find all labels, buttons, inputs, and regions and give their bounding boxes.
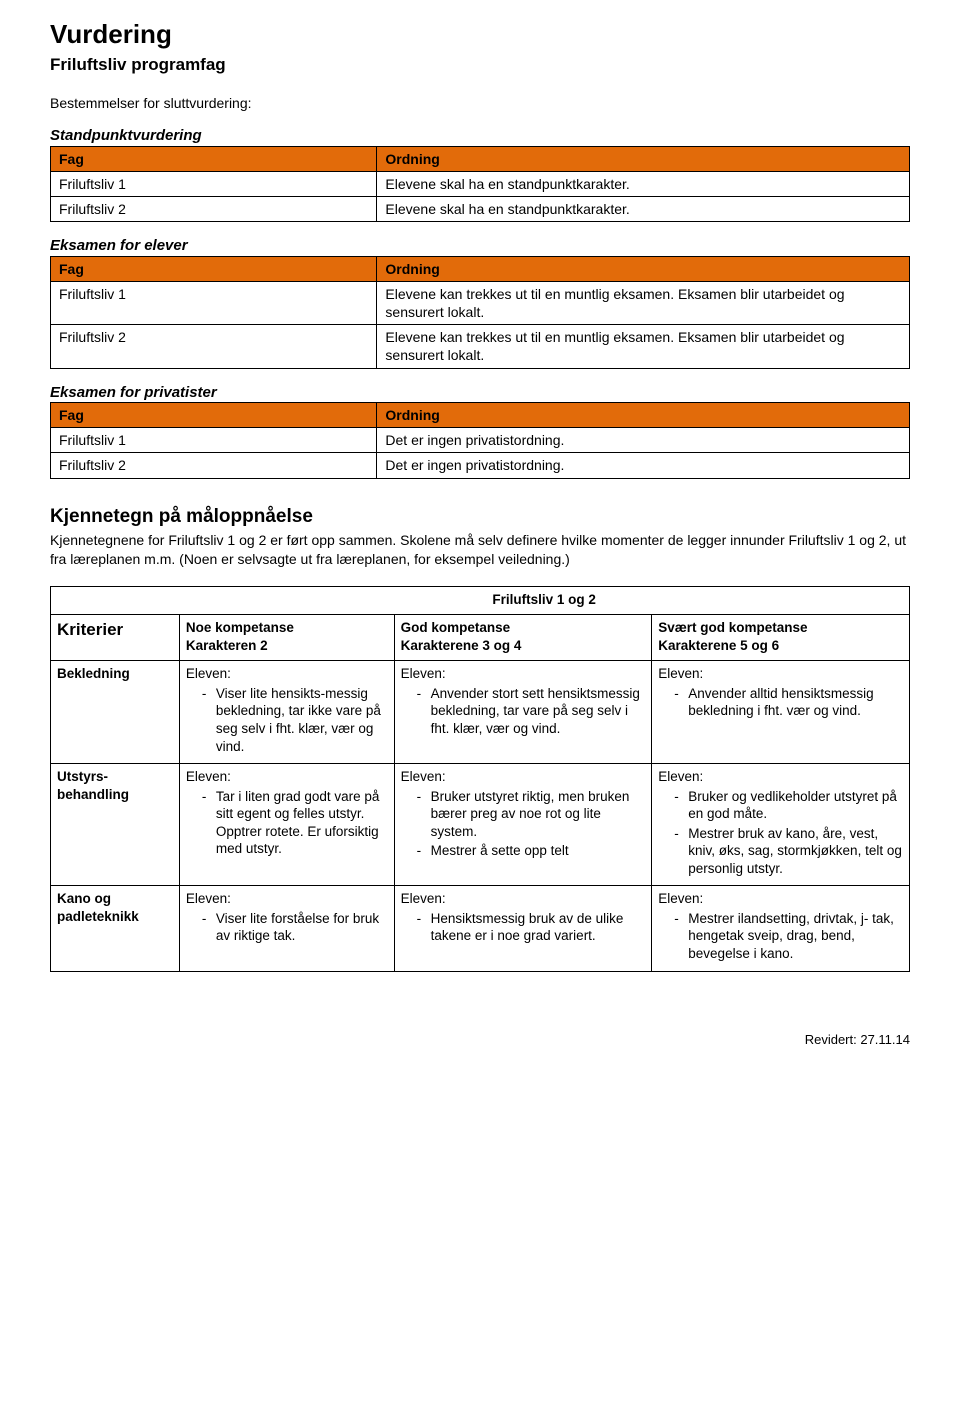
cell-svaert: Eleven: Mestrer ilandsetting, drivtak, j…: [652, 886, 910, 971]
table-row: Friluftsliv 1 Elevene kan trekkes ut til…: [51, 281, 910, 324]
cell-noe: Eleven: Viser lite forståelse for bruk a…: [179, 886, 394, 971]
cell-god: Eleven: Hensiktsmessig bruk av de ulike …: [394, 886, 652, 971]
th-fag: Fag: [51, 403, 377, 428]
row-label: Kano og padleteknikk: [51, 886, 180, 971]
cell-ordning: Elevene skal ha en standpunktkarakter.: [377, 196, 910, 221]
intro-text: Bestemmelser for sluttvurdering:: [50, 94, 910, 112]
privatister-heading: Eksamen for privatister: [50, 383, 910, 403]
list-item: Anvender alltid hensiktsmessig beklednin…: [658, 685, 903, 720]
lead: Eleven:: [658, 666, 703, 681]
th-ordning: Ordning: [377, 256, 910, 281]
privatister-table: Fag Ordning Friluftsliv 1 Det er ingen p…: [50, 402, 910, 479]
cell-svaert: Eleven: Anvender alltid hensiktsmessig b…: [652, 661, 910, 764]
list-item: Viser lite hensikts-messig bekledning, t…: [186, 685, 388, 755]
standpunkt-table: Fag Ordning Friluftsliv 1 Elevene skal h…: [50, 146, 910, 223]
kriterier-label: Kriterier: [57, 620, 123, 639]
elever-table: Fag Ordning Friluftsliv 1 Elevene kan tr…: [50, 256, 910, 369]
cell-ordning: Det er ingen privatistordning.: [377, 428, 910, 453]
cell-fag: Friluftsliv 1: [51, 428, 377, 453]
table-row: Kano og padleteknikk Eleven: Viser lite …: [51, 886, 910, 971]
table-row: Friluftsliv 2 Elevene skal ha en standpu…: [51, 196, 910, 221]
list-item: Tar i liten grad godt vare på sitt egent…: [186, 788, 388, 858]
rubric-table: Friluftsliv 1 og 2 Kriterier Noe kompeta…: [50, 586, 910, 972]
item-list: Bruker og vedlikeholder utstyret på en g…: [658, 788, 903, 878]
col-svaert-l1: Svært god kompetanse: [658, 620, 807, 635]
table-row: Friluftsliv 1 Elevene skal ha en standpu…: [51, 171, 910, 196]
item-list: Viser lite hensikts-messig bekledning, t…: [186, 685, 388, 755]
lead: Eleven:: [658, 891, 703, 906]
table-row: Utstyrs-behandling Eleven: Tar i liten g…: [51, 764, 910, 886]
cell-fag: Friluftsliv 2: [51, 325, 377, 368]
elever-heading: Eksamen for elever: [50, 236, 910, 256]
table-row: Bekledning Eleven: Viser lite hensikts-m…: [51, 661, 910, 764]
list-item: Bruker og vedlikeholder utstyret på en g…: [658, 788, 903, 823]
blank-cell: [51, 586, 180, 615]
item-list: Bruker utstyret riktig, men bruken bærer…: [401, 788, 646, 860]
cell-svaert: Eleven: Bruker og vedlikeholder utstyret…: [652, 764, 910, 886]
table-row: Friluftsliv 2 Elevene kan trekkes ut til…: [51, 325, 910, 368]
kjenn-body: Kjennetegnene for Friluftsliv 1 og 2 er …: [50, 531, 910, 567]
th-fag: Fag: [51, 256, 377, 281]
lead: Eleven:: [186, 891, 231, 906]
item-list: Mestrer ilandsetting, drivtak, j- tak, h…: [658, 910, 903, 963]
list-item: Bruker utstyret riktig, men bruken bærer…: [401, 788, 646, 841]
cell-god: Eleven: Bruker utstyret riktig, men bruk…: [394, 764, 652, 886]
col-noe: Noe kompetanse Karakteren 2: [179, 615, 394, 661]
cell-fag: Friluftsliv 2: [51, 196, 377, 221]
cell-ordning: Elevene kan trekkes ut til en muntlig ek…: [377, 281, 910, 324]
lead: Eleven:: [401, 666, 446, 681]
list-item: Viser lite forståelse for bruk av riktig…: [186, 910, 388, 945]
list-item: Anvender stort sett hensiktsmessig bekle…: [401, 685, 646, 738]
standpunkt-heading: Standpunktvurdering: [50, 126, 910, 146]
page-subtitle: Friluftsliv programfag: [50, 54, 910, 76]
th-ordning: Ordning: [377, 403, 910, 428]
col-god-l2: Karakterene 3 og 4: [401, 638, 522, 653]
item-list: Hensiktsmessig bruk av de ulike takene e…: [401, 910, 646, 945]
kjenn-title: Kjennetegn på måloppnåelse: [50, 505, 910, 530]
cell-ordning: Elevene skal ha en standpunktkarakter.: [377, 171, 910, 196]
footer-revised: Revidert: 27.11.14: [50, 1032, 910, 1049]
lead: Eleven:: [658, 769, 703, 784]
item-list: Tar i liten grad godt vare på sitt egent…: [186, 788, 388, 858]
list-item: Mestrer bruk av kano, åre, vest, kniv, ø…: [658, 825, 903, 878]
col-god: God kompetanse Karakterene 3 og 4: [394, 615, 652, 661]
cell-noe: Eleven: Viser lite hensikts-messig bekle…: [179, 661, 394, 764]
lead: Eleven:: [401, 769, 446, 784]
list-item: Mestrer å sette opp telt: [401, 842, 646, 860]
page-title: Vurdering: [50, 18, 910, 52]
item-list: Viser lite forståelse for bruk av riktig…: [186, 910, 388, 945]
grid-title: Friluftsliv 1 og 2: [179, 586, 909, 615]
col-svaert: Svært god kompetanse Karakterene 5 og 6: [652, 615, 910, 661]
item-list: Anvender alltid hensiktsmessig beklednin…: [658, 685, 903, 720]
cell-ordning: Det er ingen privatistordning.: [377, 453, 910, 478]
cell-fag: Friluftsliv 1: [51, 281, 377, 324]
list-item: Hensiktsmessig bruk av de ulike takene e…: [401, 910, 646, 945]
row-label: Utstyrs-behandling: [51, 764, 180, 886]
item-list: Anvender stort sett hensiktsmessig bekle…: [401, 685, 646, 738]
col-noe-l1: Noe kompetanse: [186, 620, 294, 635]
cell-god: Eleven: Anvender stort sett hensiktsmess…: [394, 661, 652, 764]
table-row: Friluftsliv 2 Det er ingen privatistordn…: [51, 453, 910, 478]
kriterier-header: Kriterier: [51, 615, 180, 661]
row-label: Bekledning: [51, 661, 180, 764]
col-god-l1: God kompetanse: [401, 620, 511, 635]
lead: Eleven:: [186, 769, 231, 784]
cell-fag: Friluftsliv 2: [51, 453, 377, 478]
col-svaert-l2: Karakterene 5 og 6: [658, 638, 779, 653]
lead: Eleven:: [186, 666, 231, 681]
th-ordning: Ordning: [377, 146, 910, 171]
table-row: Friluftsliv 1 Det er ingen privatistordn…: [51, 428, 910, 453]
col-noe-l2: Karakteren 2: [186, 638, 268, 653]
list-item: Mestrer ilandsetting, drivtak, j- tak, h…: [658, 910, 903, 963]
cell-fag: Friluftsliv 1: [51, 171, 377, 196]
th-fag: Fag: [51, 146, 377, 171]
cell-ordning: Elevene kan trekkes ut til en muntlig ek…: [377, 325, 910, 368]
cell-noe: Eleven: Tar i liten grad godt vare på si…: [179, 764, 394, 886]
lead: Eleven:: [401, 891, 446, 906]
